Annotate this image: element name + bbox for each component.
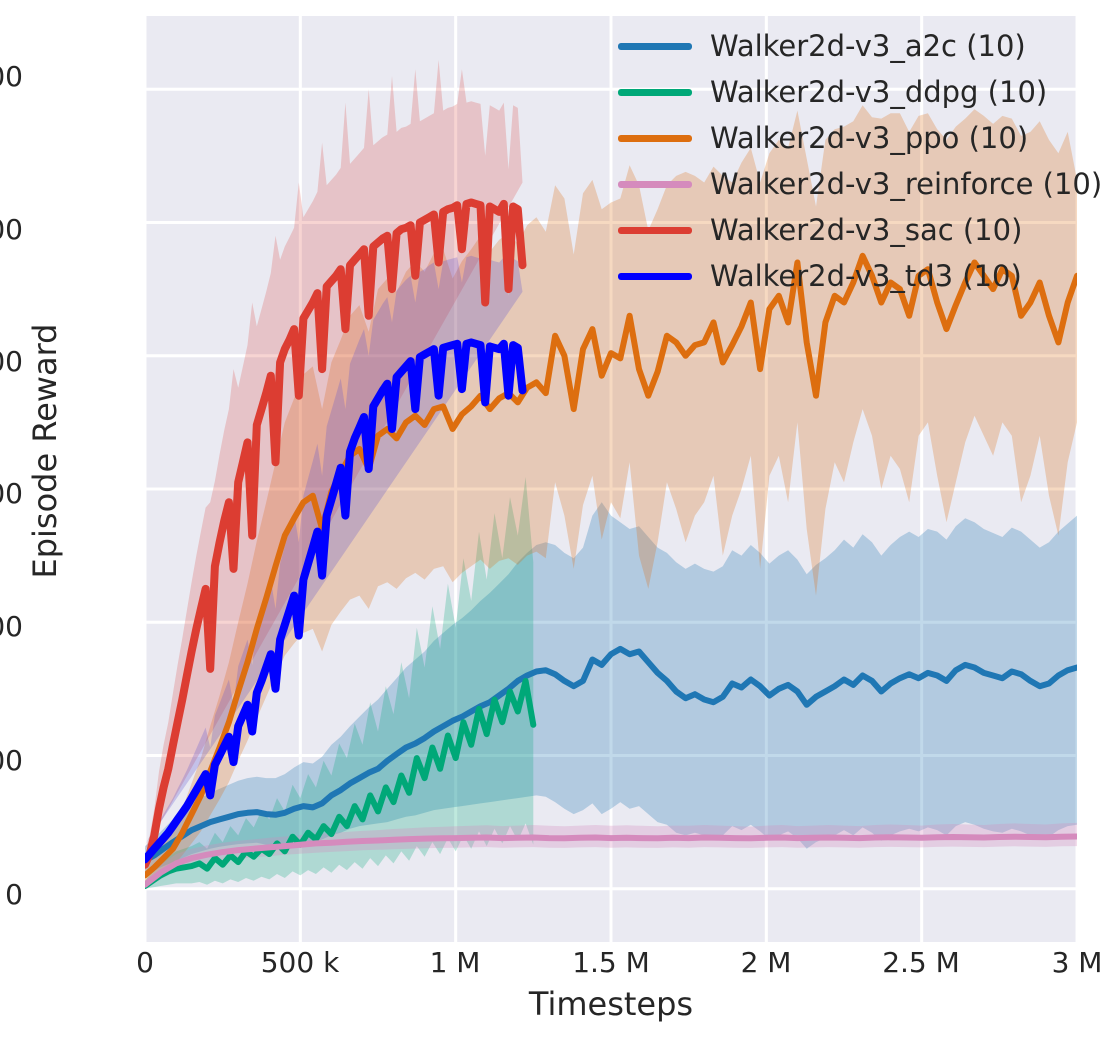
y-tick-label: 1000 <box>0 744 23 777</box>
legend: Walker2d-v3_a2c (10) Walker2d-v3_ddpg (10… <box>618 26 1102 296</box>
y-axis-label: Episode Reward <box>26 323 64 579</box>
legend-label: Walker2d-v3_ddpg (10) <box>710 74 1048 109</box>
y-tick-label: 5000 <box>0 213 23 246</box>
y-tick-label: 6000 <box>0 60 23 93</box>
legend-color-swatch <box>618 42 692 50</box>
x-tick-label: 0 <box>136 946 154 979</box>
legend-item[interactable]: Walker2d-v3_reinforce (10) <box>618 164 1102 204</box>
legend-label: Walker2d-v3_reinforce (10) <box>710 166 1103 201</box>
x-tick-label: 2.5 M <box>882 946 960 979</box>
legend-item[interactable]: Walker2d-v3_td3 (10) <box>618 256 1102 296</box>
legend-item[interactable]: Walker2d-v3_ddpg (10) <box>618 72 1102 112</box>
y-tick-label: 4000 <box>0 345 23 378</box>
y-tick-label: 3000 <box>0 477 23 510</box>
legend-color-swatch <box>618 272 692 280</box>
legend-color-swatch <box>618 180 692 188</box>
legend-color-swatch <box>618 226 692 234</box>
x-tick-label: 3 M <box>1051 946 1103 979</box>
x-tick-label: 1 M <box>429 946 481 979</box>
legend-item[interactable]: Walker2d-v3_ppo (10) <box>618 118 1102 158</box>
x-tick-label: 2 M <box>740 946 792 979</box>
legend-color-swatch <box>618 88 692 96</box>
legend-label: Walker2d-v3_a2c (10) <box>710 28 1026 63</box>
x-axis-label: Timesteps <box>528 985 694 1023</box>
legend-label: Walker2d-v3_ppo (10) <box>710 120 1029 155</box>
x-tick-label: 1.5 M <box>572 946 650 979</box>
x-tick-label: 500 k <box>260 946 340 979</box>
plot-area <box>145 16 1077 942</box>
legend-label: Walker2d-v3_sac (10) <box>710 212 1023 247</box>
legend-item[interactable]: Walker2d-v3_sac (10) <box>618 210 1102 250</box>
chart-canvas <box>145 16 1077 942</box>
y-tick-label: 0 <box>5 878 23 911</box>
legend-item[interactable]: Walker2d-v3_a2c (10) <box>618 26 1102 66</box>
legend-color-swatch <box>618 134 692 142</box>
legend-label: Walker2d-v3_td3 (10) <box>710 258 1022 293</box>
y-tick-label: 2000 <box>0 610 23 643</box>
